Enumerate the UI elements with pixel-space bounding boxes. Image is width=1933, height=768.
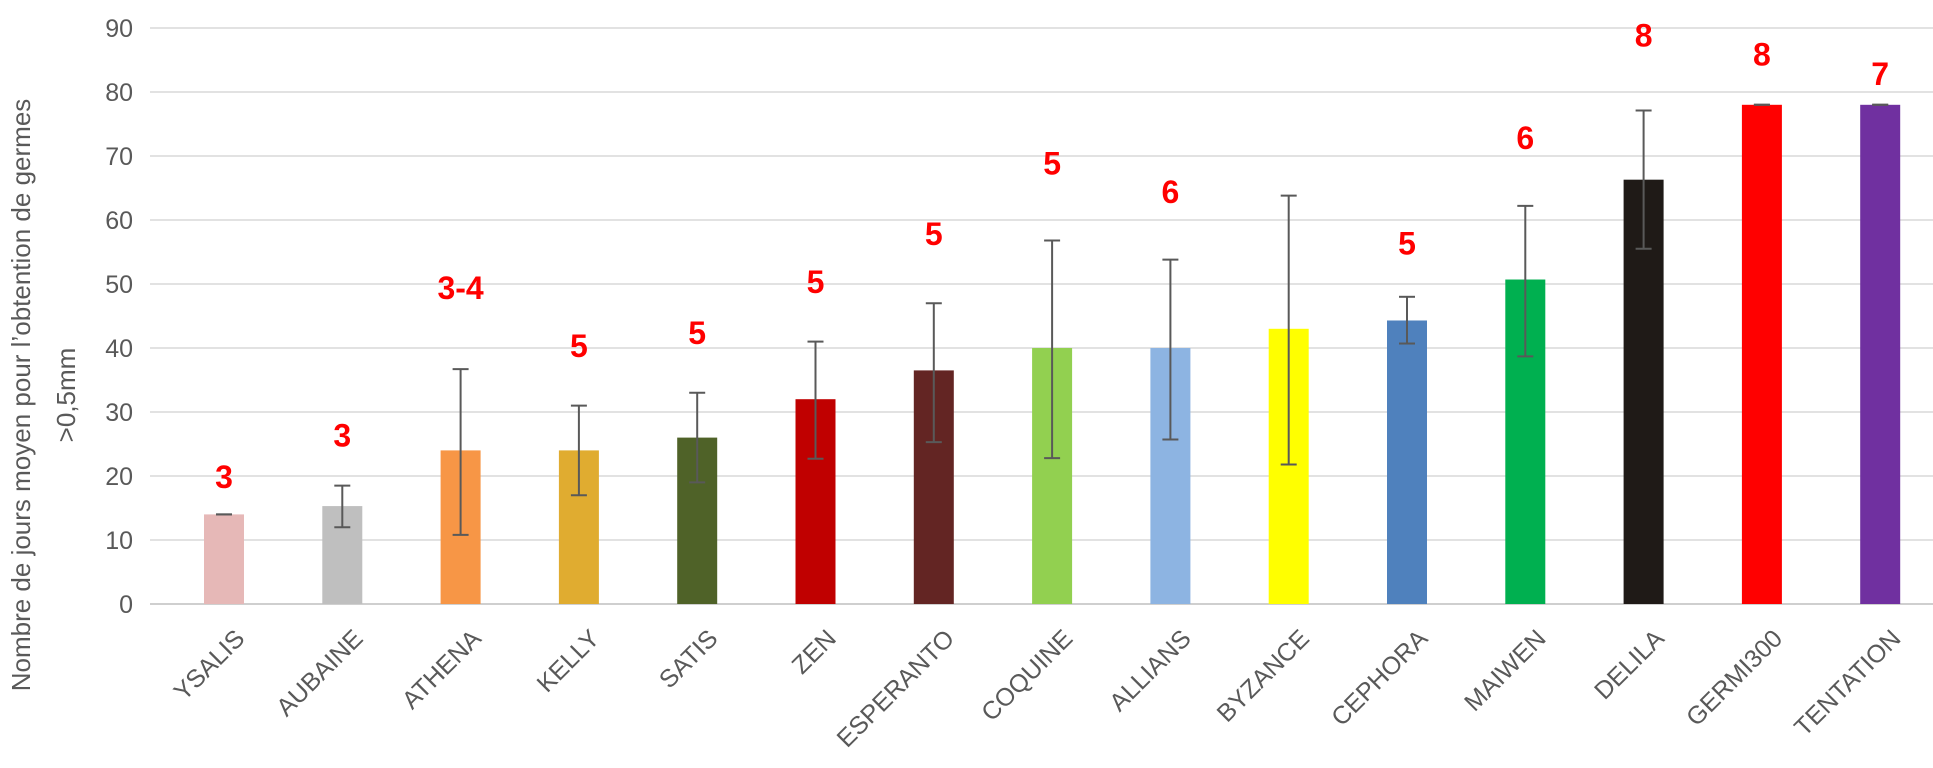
error-bar-allians — [1162, 258, 1179, 441]
x-tick-label-germi300: GERMI300 — [1681, 624, 1788, 731]
x-tick-label-athena: ATHENA — [397, 624, 487, 714]
y-tick-label: 60 — [105, 207, 133, 235]
data-label-tentation: 7 — [1871, 56, 1889, 92]
data-label-zen: 5 — [807, 264, 825, 300]
x-tick-label-maiwen: MAIWEN — [1459, 624, 1551, 716]
x-tick-label-zen: ZEN — [787, 624, 842, 679]
y-tick-label: 40 — [105, 335, 133, 363]
error-bar-aubaine — [334, 484, 351, 529]
data-label-delila: 8 — [1635, 17, 1653, 53]
y-tick-label: 90 — [105, 15, 133, 43]
y-axis-title-line-2: >0,5mm — [51, 348, 81, 443]
x-tick-label-tentation: TENTATION — [1789, 624, 1906, 741]
data-label-allians: 6 — [1162, 174, 1180, 210]
bar-tentation — [1860, 104, 1901, 605]
y-axis-title-line-1: Nombre de jours moyen pour l’obtention d… — [6, 99, 36, 692]
y-tick-label: 50 — [105, 271, 133, 299]
data-label-satis: 5 — [688, 315, 706, 351]
bar-delila — [1623, 179, 1664, 604]
y-tick-label: 0 — [119, 591, 133, 619]
x-tick-label-satis: SATIS — [654, 624, 724, 694]
error-bar-zen — [807, 340, 824, 460]
x-tick-label-cephora: CEPHORA — [1326, 624, 1433, 731]
data-label-maiwen: 6 — [1516, 120, 1534, 156]
data-label-ysalis: 3 — [215, 459, 233, 495]
data-label-athena: 3-4 — [437, 270, 483, 306]
x-tick-label-kelly: KELLY — [532, 624, 606, 698]
error-bar-byzance — [1280, 194, 1297, 466]
error-bar-esperanto — [925, 302, 942, 444]
error-bar-coquine — [1044, 239, 1061, 460]
bars — [204, 104, 1901, 605]
data-label-coquine: 5 — [1043, 145, 1061, 181]
error-bars — [216, 103, 1889, 536]
error-bar-athena — [452, 368, 469, 536]
bar-germi300 — [1741, 104, 1782, 605]
x-tick-label-allians: ALLIANS — [1104, 624, 1197, 717]
error-bar-delila — [1635, 109, 1652, 250]
y-tick-label: 80 — [105, 79, 133, 107]
x-tick-label-ysalis: YSALIS — [169, 624, 251, 706]
x-tick-label-esperanto: ESPERANTO — [832, 624, 961, 753]
y-axis-ticks: 0 10 20 30 40 50 60 70 80 90 — [105, 15, 133, 619]
x-axis-categories: YSALIS AUBAINE ATHENA KELLY SATIS ZENESPERANT… — [169, 624, 1907, 753]
bar-ysalis — [204, 514, 244, 604]
y-tick-label: 10 — [105, 527, 133, 555]
error-bar-satis — [689, 391, 706, 484]
data-label-kelly: 5 — [570, 328, 588, 364]
x-tick-label-coquine: COQUINE — [976, 624, 1078, 726]
error-bar-kelly — [570, 404, 587, 497]
y-tick-label: 30 — [105, 399, 133, 427]
error-bar-maiwen — [1517, 204, 1534, 358]
x-tick-label-delila: DELILA — [1589, 624, 1670, 705]
data-label-cephora: 5 — [1398, 225, 1416, 261]
bar-cephora — [1387, 320, 1427, 604]
data-label-esperanto: 5 — [925, 216, 943, 252]
data-labels: 3 3 3-4 5 5 5 5 5 6 5 6 8 8 7 — [215, 17, 1889, 495]
x-tick-label-byzance: BYZANCE — [1212, 624, 1315, 727]
y-tick-label: 70 — [105, 143, 133, 171]
data-label-germi300: 8 — [1753, 37, 1771, 73]
x-tick-label-aubaine: AUBAINE — [271, 624, 368, 721]
data-label-aubaine: 3 — [333, 417, 351, 453]
error-bar-cephora — [1399, 295, 1415, 345]
y-tick-label: 20 — [105, 463, 133, 491]
